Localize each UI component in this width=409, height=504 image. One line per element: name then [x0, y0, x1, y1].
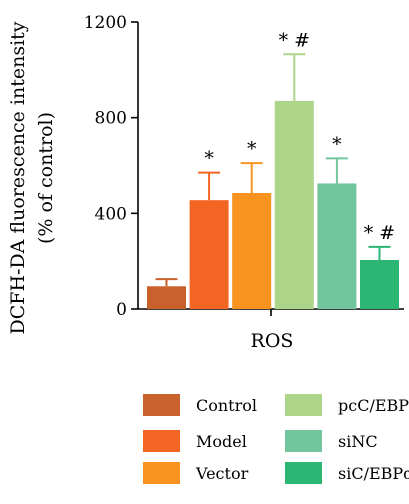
y-tick-label: 800 [95, 109, 127, 129]
significance-label: * # [279, 29, 310, 51]
y-tick-label: 0 [116, 300, 127, 320]
bar [189, 200, 229, 309]
significance-label: * # [364, 222, 395, 244]
bar [317, 183, 357, 309]
x-axis-label: ROS [251, 330, 294, 352]
significance-label: * [247, 138, 257, 160]
significance-label: * [204, 148, 214, 170]
bar [147, 286, 186, 309]
y-tick-label: 400 [95, 204, 127, 224]
bars: * * * # * * # [147, 29, 399, 309]
y-axis-label: DCFH-DA fluorescence intensity (% of con… [7, 21, 57, 334]
y-axis-label-line2: (% of control) [35, 112, 57, 244]
significance-label: * [332, 133, 342, 155]
bar [274, 100, 314, 309]
y-axis-label-line1: DCFH-DA fluorescence intensity [7, 21, 29, 334]
bar [232, 193, 272, 309]
y-tick-label: 1200 [84, 13, 127, 33]
bar [360, 259, 399, 309]
y-ticks: 0 400 800 1200 [84, 13, 138, 320]
